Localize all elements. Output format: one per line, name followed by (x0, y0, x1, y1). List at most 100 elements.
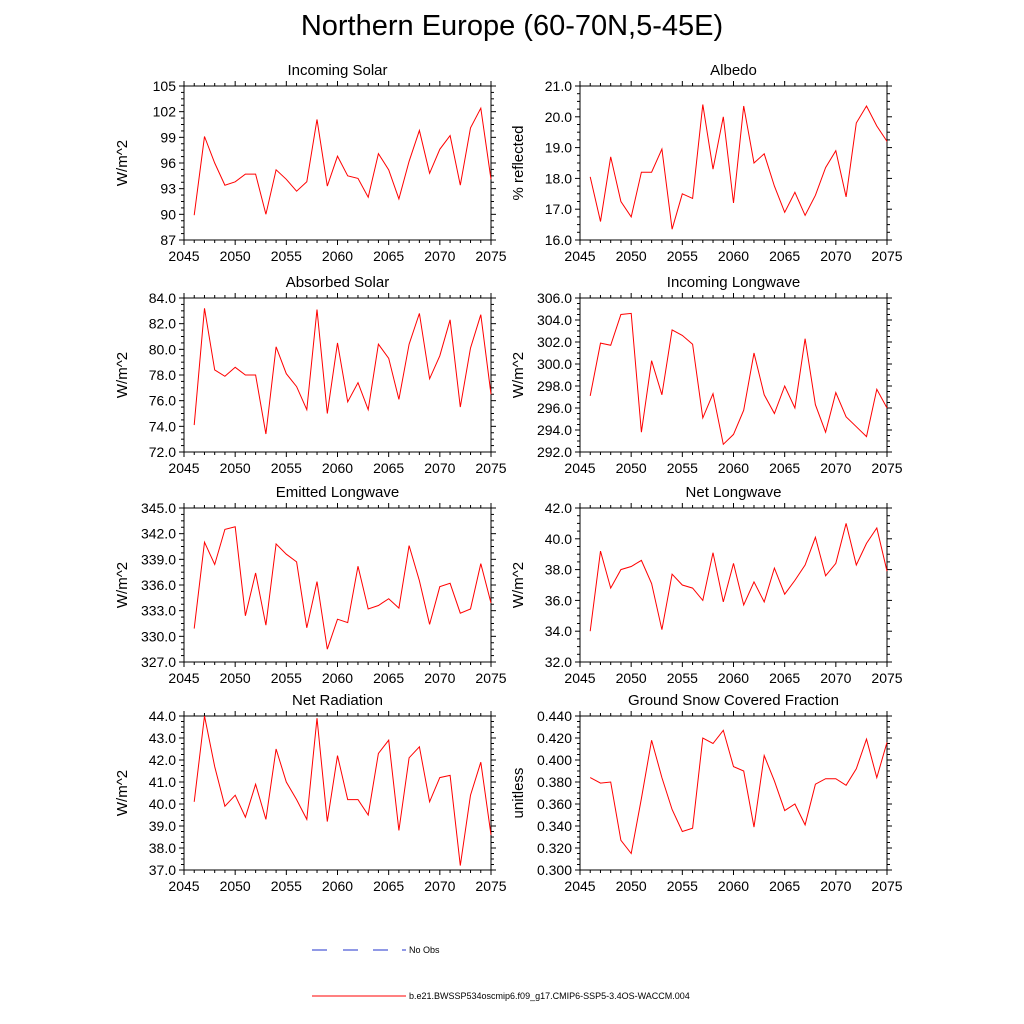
y-axis-label: W/m^2 (510, 562, 527, 608)
y-tick-label: 84.0 (149, 290, 176, 306)
x-tick-label: 2055 (271, 460, 302, 476)
y-tick-label: 16.0 (545, 232, 572, 248)
data-point (784, 593, 786, 595)
y-tick-label: 39.0 (149, 818, 176, 834)
data-point (774, 567, 776, 569)
data-point (378, 753, 380, 755)
series-line (193, 526, 492, 650)
y-axis-label: W/m^2 (510, 352, 527, 398)
y-tick-label: 38.0 (149, 840, 176, 856)
data-point (214, 369, 216, 371)
series-line (589, 312, 888, 446)
data-point (651, 583, 653, 585)
data-point (651, 360, 653, 362)
data-point (630, 313, 632, 315)
data-point (641, 798, 643, 800)
data-point (408, 160, 410, 162)
data-point (610, 587, 612, 589)
data-point (398, 399, 400, 401)
data-point (449, 582, 451, 584)
data-point (600, 550, 602, 552)
data-point (367, 814, 369, 816)
data-point (326, 821, 328, 823)
data-point (408, 545, 410, 547)
data-point (600, 221, 602, 223)
data-point (794, 407, 796, 409)
y-tick-label: 0.380 (537, 774, 572, 790)
y-axis-label: unitless (510, 768, 527, 819)
x-tick-label: 2065 (769, 460, 800, 476)
data-point (774, 413, 776, 415)
data-point (630, 853, 632, 855)
chart-title: Net Radiation (292, 692, 383, 709)
data-point (388, 739, 390, 741)
data-point (682, 193, 684, 195)
data-point (825, 778, 827, 780)
data-point (722, 444, 724, 446)
data-point (245, 173, 247, 175)
y-tick-label: 342.0 (141, 526, 176, 542)
data-point (419, 130, 421, 132)
x-tick-label: 2045 (564, 878, 595, 894)
x-tick-label: 2070 (820, 878, 851, 894)
plot-frame (183, 715, 492, 871)
data-point (866, 738, 868, 740)
y-axis-label: W/m^2 (114, 770, 131, 816)
x-tick-label: 2060 (322, 248, 353, 264)
data-point (460, 612, 462, 614)
data-point (388, 598, 390, 600)
data-point (671, 329, 673, 331)
data-point (326, 185, 328, 187)
data-point (856, 122, 858, 124)
y-tick-label: 20.0 (545, 109, 572, 125)
data-point (449, 319, 451, 321)
data-point (255, 173, 257, 175)
data-point (712, 743, 714, 745)
x-tick-label: 2055 (667, 248, 698, 264)
y-tick-label: 102 (153, 104, 177, 120)
y-tick-label: 43.0 (149, 730, 176, 746)
chart-title: Net Longwave (686, 484, 782, 501)
x-tick-label: 2045 (564, 460, 595, 476)
data-point (845, 785, 847, 787)
y-tick-label: 78.0 (149, 367, 176, 383)
data-point (712, 393, 714, 395)
data-point (470, 794, 472, 796)
data-point (856, 768, 858, 770)
series-line (589, 729, 888, 855)
y-tick-label: 17.0 (545, 201, 572, 217)
data-point (774, 185, 776, 187)
data-point (661, 777, 663, 779)
data-point (193, 628, 195, 630)
y-tick-label: 38.0 (545, 562, 572, 578)
data-point (347, 401, 349, 403)
data-point (876, 389, 878, 391)
data-point (589, 630, 591, 632)
legend-model-label: b.e21.BWSSP534oscmip6.f09_g17.CMIP6-SSP5… (409, 991, 690, 1001)
x-tick-label: 2075 (871, 248, 902, 264)
series-line (589, 104, 888, 230)
data-point (224, 184, 226, 186)
data-point (682, 335, 684, 337)
series-line (193, 308, 492, 435)
series-line (589, 523, 888, 632)
data-point (255, 374, 257, 376)
x-tick-label: 2060 (322, 878, 353, 894)
data-point (753, 826, 755, 828)
data-point (774, 780, 776, 782)
data-point (835, 563, 837, 565)
y-tick-label: 294.0 (537, 422, 572, 438)
chart-title: Ground Snow Covered Fraction (628, 692, 839, 709)
x-tick-label: 2070 (820, 670, 851, 686)
data-point (835, 392, 837, 394)
data-point (367, 608, 369, 610)
y-tick-label: 40.0 (545, 531, 572, 547)
data-point (845, 196, 847, 198)
y-tick-label: 40.0 (149, 796, 176, 812)
data-point (722, 730, 724, 732)
x-tick-label: 2060 (718, 878, 749, 894)
data-point (275, 543, 277, 545)
data-point (804, 564, 806, 566)
data-point (265, 819, 267, 821)
x-tick-label: 2065 (373, 670, 404, 686)
